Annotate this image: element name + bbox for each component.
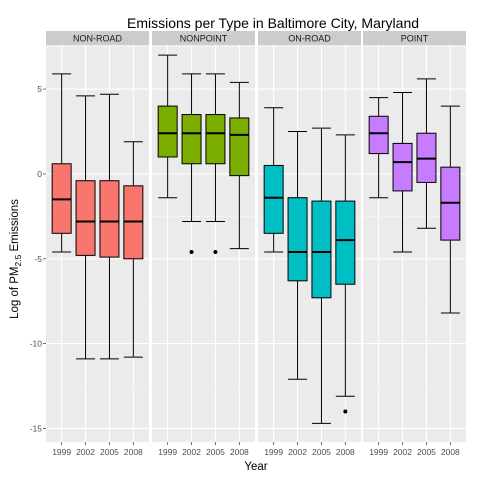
boxplot-box [75, 95, 96, 360]
facet-strip-label: POINT [401, 34, 429, 44]
y-axis-title: Log of PM2.5 Emissions [9, 199, 23, 319]
y-tick-label: 5 [37, 84, 42, 94]
box-body [229, 117, 250, 177]
outlier-point [343, 409, 348, 414]
x-tick-label: 2002 [76, 447, 95, 457]
outlier-point [213, 249, 218, 254]
boxplot-box [392, 92, 413, 253]
y-tick-label: 0 [37, 169, 42, 179]
facet-panel: NON-ROAD 1999 2002 2005 2008 [46, 31, 149, 457]
boxplot-box [123, 141, 144, 358]
x-axis-title: Year [244, 461, 267, 473]
boxplot-box [229, 81, 250, 250]
y-axis-title-subscript: 2.5 [13, 254, 23, 266]
panel-background [363, 45, 466, 442]
y-tick-label: -5 [34, 254, 42, 264]
x-tick-label: 2005 [206, 447, 225, 457]
x-tick-label: 2008 [230, 447, 249, 457]
facets: NON-ROAD 1999 2002 2005 2008 NONPOINT 1999 2002… [46, 31, 466, 457]
boxplot-box [335, 134, 356, 414]
box-body [311, 200, 332, 299]
y-axis-title-suffix: Emissions [9, 199, 21, 255]
facet-strip [258, 31, 361, 45]
facet-strip-label: NONPOINT [180, 34, 228, 44]
y-axis: 5 0 -5 -10 -15 [30, 84, 46, 433]
x-tick-label: 1999 [369, 447, 388, 457]
boxplot-box [157, 54, 178, 199]
box-body [99, 180, 120, 258]
boxplot-box [263, 107, 284, 253]
boxplot-box [99, 93, 120, 360]
x-tick-label: 1999 [264, 447, 283, 457]
x-tick-label: 2005 [312, 447, 331, 457]
y-tick-label: -15 [30, 423, 43, 433]
boxplot-box [416, 78, 437, 229]
x-tick-label: 2008 [336, 447, 355, 457]
boxplot-box [51, 73, 72, 253]
x-tick-label: 2008 [124, 447, 143, 457]
boxplot-box [311, 127, 332, 424]
boxplot-box [368, 97, 389, 199]
facet-panel: POINT 1999 2002 2005 2008 [363, 31, 466, 457]
box-body [205, 114, 226, 165]
box-body [157, 105, 178, 158]
boxplot-box [440, 105, 461, 314]
x-tick-label: 1999 [158, 447, 177, 457]
boxplot-box [205, 73, 226, 254]
box-body [392, 142, 413, 192]
facet-strip [46, 31, 149, 45]
box-body [75, 180, 96, 256]
box-body [368, 115, 389, 155]
outlier-point [189, 249, 194, 254]
facet-panel: NONPOINT 1999 2002 2005 2008 [152, 31, 255, 457]
x-tick-label: 2002 [288, 447, 307, 457]
box-body [181, 114, 202, 165]
y-axis-title-prefix: Log of PM [9, 267, 21, 319]
x-tick-label: 2005 [417, 447, 436, 457]
facet-strip [363, 31, 466, 45]
boxplot-box [181, 73, 202, 254]
x-tick-label: 2002 [393, 447, 412, 457]
facet-strip [152, 31, 255, 45]
facet-panel: ON-ROAD 1999 2002 2005 2008 [258, 31, 361, 457]
x-tick-label: 2008 [441, 447, 460, 457]
x-tick-label: 2005 [100, 447, 119, 457]
y-tick-label: -10 [30, 339, 43, 349]
box-body [335, 200, 356, 285]
chart-title: Emissions per Type in Baltimore City, Ma… [127, 15, 419, 31]
box-body [263, 164, 284, 234]
facet-strip-label: NON-ROAD [73, 34, 122, 44]
boxplot-box [287, 131, 308, 380]
x-tick-label: 1999 [52, 447, 71, 457]
x-tick-label: 2002 [182, 447, 201, 457]
box-body [287, 197, 308, 282]
facet-strip-label: ON-ROAD [288, 34, 331, 44]
